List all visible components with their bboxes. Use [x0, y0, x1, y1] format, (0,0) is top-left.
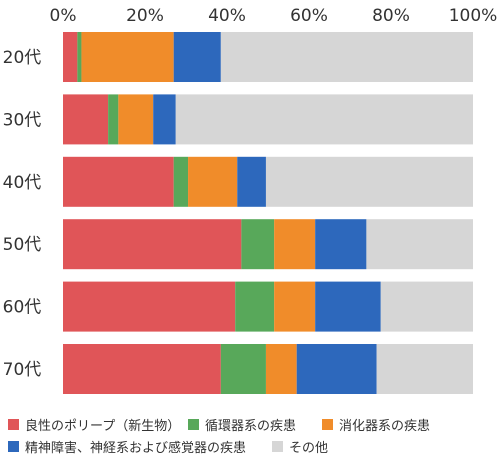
y-tick-label: 20代	[3, 48, 42, 68]
bar-segment	[380, 281, 473, 332]
bar-segment	[63, 32, 78, 82]
bar-segment	[220, 344, 266, 394]
bars	[63, 32, 473, 394]
x-tick-label: 0%	[50, 6, 77, 26]
bar-segment	[63, 94, 109, 145]
x-axis-ticks: 0% 20% 40% 60% 80% 100%	[50, 6, 498, 26]
y-tick-label: 60代	[3, 298, 42, 318]
bar-segment	[315, 281, 381, 332]
bar-segment	[175, 94, 473, 145]
x-tick-label: 40%	[208, 6, 246, 26]
bar-segment	[77, 32, 82, 82]
bar-segment	[118, 94, 154, 145]
bar-segment	[376, 344, 473, 394]
bar-segment	[265, 156, 473, 207]
bar-segment	[265, 344, 297, 394]
x-tick-label: 20%	[126, 6, 164, 26]
bar-segment	[63, 281, 236, 332]
bar-segment	[173, 32, 221, 82]
bar-segment	[173, 156, 189, 207]
bar-segment	[315, 219, 367, 270]
y-tick-label: 70代	[3, 360, 42, 380]
y-axis-category-labels: 20代 30代 40代 50代 60代 70代	[3, 48, 42, 380]
x-tick-label: 80%	[372, 6, 410, 26]
bar-segment	[274, 281, 316, 332]
bar-segment	[81, 32, 174, 82]
bar-segment	[108, 94, 119, 145]
y-tick-label: 50代	[3, 235, 42, 255]
bar-segment	[235, 281, 275, 332]
bar-segment	[63, 219, 242, 270]
x-tick-label: 100%	[449, 6, 498, 26]
bar-segment	[63, 156, 174, 207]
bar-segment	[220, 32, 473, 82]
bar-segment	[153, 94, 176, 145]
y-tick-label: 30代	[3, 110, 42, 130]
bar-segment	[366, 219, 473, 270]
bar-segment	[63, 344, 221, 394]
y-tick-label: 40代	[3, 173, 42, 193]
bar-segment	[188, 156, 238, 207]
bar-segment	[241, 219, 275, 270]
bar-segment	[296, 344, 377, 394]
bar-segment	[274, 219, 316, 270]
x-tick-label: 60%	[290, 6, 328, 26]
bar-segment	[237, 156, 266, 207]
